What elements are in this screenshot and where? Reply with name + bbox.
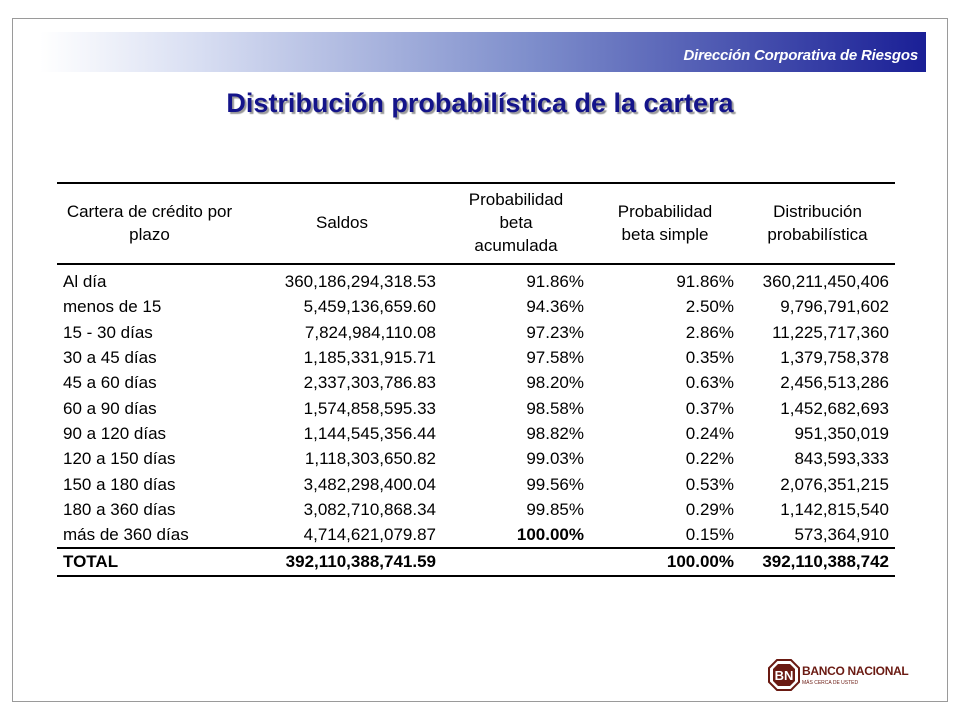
column-header-prob-acumulada: Probabilidad beta acumulada — [442, 182, 590, 265]
cell-prob-simple: 0.35% — [685, 348, 734, 368]
cell-saldo: 3,482,298,400.04 — [303, 474, 436, 494]
bn-logo-icon: BN — [768, 659, 800, 691]
cell-distribucion: 843,593,333 — [794, 449, 889, 469]
cell-plazo: más de 360 días — [63, 525, 189, 545]
cell-distribucion: 1,379,758,378 — [780, 348, 889, 368]
total-saldo: 392,110,388,741.59 — [242, 547, 442, 577]
cell-plazo: 180 a 360 días — [63, 499, 176, 519]
logo-name: BANCO NACIONAL — [802, 664, 909, 678]
cell-plazo: 150 a 180 días — [63, 474, 176, 494]
portfolio-distribution-table: Cartera de crédito por plazo Saldos Prob… — [57, 182, 895, 577]
cell-plazo: 90 a 120 días — [63, 423, 167, 443]
cell-prob-acumulada: 99.03% — [526, 449, 584, 469]
table-row: 180 a 360 días 3,082,710,868.34 99.85% 0.29… — [57, 497, 895, 522]
cell-saldo: 1,144,545,356.44 — [303, 423, 436, 443]
cell-plazo: 30 a 45 días — [63, 348, 157, 368]
cell-saldo: 1,118,303,650.82 — [304, 449, 436, 469]
header-band — [40, 32, 926, 72]
cell-plazo: Al día — [63, 272, 107, 292]
table-row: 120 a 150 días 1,118,303,650.82 99.03% 0.22… — [57, 446, 895, 471]
cell-saldo: 360,186,294,318.53 — [284, 272, 436, 292]
cell-saldo: 5,459,136,659.60 — [303, 297, 436, 317]
table-row: Al día 360,186,294,318.53 91.86% 91.86% 360,… — [57, 264, 895, 294]
cell-prob-simple: 0.53% — [685, 474, 734, 494]
cell-prob-simple: 2.50% — [685, 297, 734, 317]
cell-saldo: 1,185,331,915.71 — [303, 348, 436, 368]
cell-distribucion: 2,076,351,215 — [780, 474, 889, 494]
cell-plazo: 120 a 150 días — [63, 449, 176, 469]
cell-distribucion: 360,211,450,406 — [762, 272, 889, 292]
cell-prob-simple: 0.29% — [685, 499, 734, 519]
table-row: 60 a 90 días 1,574,858,595.33 98.58% 0.37% 1… — [57, 395, 895, 420]
table-row: 45 a 60 días 2,337,303,786.83 98.20% 0.63% 2… — [57, 370, 895, 395]
cell-distribucion: 573,364,910 — [794, 525, 889, 545]
cell-prob-simple: 2.86% — [685, 322, 734, 342]
total-prob-simple: 100.00% — [590, 547, 740, 577]
cell-prob-acumulada: 99.56% — [526, 474, 584, 494]
cell-prob-simple: 0.22% — [685, 449, 734, 469]
table-row: 150 a 180 días 3,482,298,400.04 99.56% 0.53… — [57, 471, 895, 496]
cell-prob-simple: 0.24% — [685, 423, 734, 443]
logo-mark-text: BN — [775, 668, 794, 683]
table-row: 15 - 30 días 7,824,984,110.08 97.23% 2.86% 1… — [57, 320, 895, 345]
cell-prob-acumulada: 94.36% — [526, 297, 584, 317]
cell-saldo: 2,337,303,786.83 — [303, 373, 436, 393]
slide-frame — [12, 18, 948, 702]
cell-prob-acumulada: 99.85% — [526, 499, 584, 519]
cell-distribucion: 2,456,513,286 — [780, 373, 889, 393]
cell-saldo: 4,714,621,079.87 — [303, 525, 436, 545]
cell-plazo: 45 a 60 días — [63, 373, 157, 393]
table-body: Al día 360,186,294,318.53 91.86% 91.86% 360,… — [57, 264, 895, 577]
total-label: TOTAL — [57, 547, 242, 577]
cell-plazo: 60 a 90 días — [63, 398, 157, 418]
total-distribucion: 392,110,388,742 — [740, 547, 895, 577]
cell-prob-acumulada: 91.86% — [526, 272, 584, 292]
cell-saldo: 7,824,984,110.08 — [304, 322, 436, 342]
table-row: 90 a 120 días 1,144,545,356.44 98.82% 0.24%… — [57, 421, 895, 446]
column-header-saldos: Saldos — [242, 182, 442, 265]
cell-distribucion: 1,142,815,540 — [780, 499, 889, 519]
cell-saldo: 1,574,858,595.33 — [303, 398, 436, 418]
column-header-distribucion: Distribución probabilística — [740, 182, 895, 265]
cell-prob-simple: 0.15% — [685, 525, 734, 545]
cell-prob-acumulada: 97.23% — [526, 322, 584, 342]
cell-distribucion: 1,452,682,693 — [780, 398, 889, 418]
cell-distribucion: 9,796,791,602 — [780, 297, 889, 317]
cell-plazo: menos de 15 — [63, 297, 162, 317]
table-row: más de 360 días 4,714,621,079.87 100.00% 0.… — [57, 522, 895, 548]
table-header-row: Cartera de crédito por plazo Saldos Prob… — [57, 182, 895, 265]
cell-distribucion: 951,350,019 — [794, 423, 889, 443]
table-row: 30 a 45 días 1,185,331,915.71 97.58% 0.35% 1… — [57, 345, 895, 370]
column-header-prob-simple: Probabilidad beta simple — [590, 182, 740, 265]
banco-nacional-logo: BN BANCO NACIONAL MÁS CERCA DE USTED — [768, 659, 909, 695]
cell-prob-simple: 0.37% — [685, 398, 734, 418]
cell-prob-simple: 91.86% — [676, 272, 734, 292]
total-row: TOTAL 392,110,388,741.59 100.00% 392,110,38… — [57, 547, 895, 577]
cell-prob-acumulada: 98.58% — [526, 398, 584, 418]
total-prob-acumulada — [442, 547, 590, 577]
cell-prob-acumulada: 98.20% — [526, 373, 584, 393]
column-header-plazo: Cartera de crédito por plazo — [57, 182, 242, 265]
table-row: menos de 15 5,459,136,659.60 94.36% 2.50% 9,… — [57, 294, 895, 319]
logo-tagline: MÁS CERCA DE USTED — [802, 680, 859, 686]
cell-distribucion: 11,225,717,360 — [772, 322, 889, 342]
cell-prob-acumulada: 98.82% — [526, 423, 584, 443]
department-label: Dirección Corporativa de Riesgos — [683, 47, 918, 64]
page-title: Distribución probabilística de la carter… — [226, 88, 734, 118]
cell-prob-acumulada: 100.00% — [516, 525, 584, 545]
cell-saldo: 3,082,710,868.34 — [303, 499, 436, 519]
cell-plazo: 15 - 30 días — [63, 322, 153, 342]
cell-prob-acumulada: 97.58% — [526, 348, 584, 368]
cell-prob-simple: 0.63% — [685, 373, 734, 393]
